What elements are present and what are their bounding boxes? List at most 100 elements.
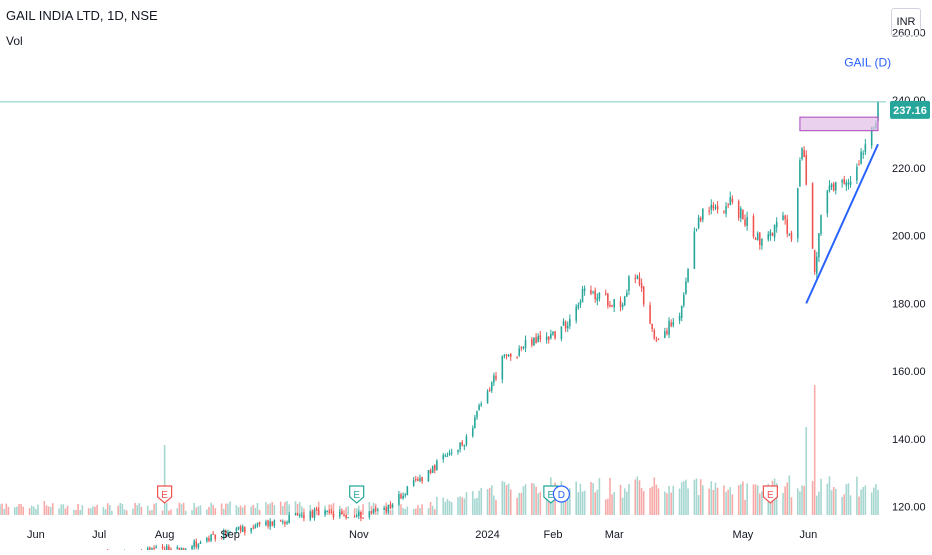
candle-body bbox=[377, 509, 379, 511]
currency-button[interactable]: INR bbox=[891, 8, 921, 36]
candle-body bbox=[501, 355, 504, 380]
candle-body bbox=[581, 289, 584, 303]
volume-bar bbox=[680, 482, 683, 515]
volume-bar bbox=[835, 488, 837, 515]
volume-bar bbox=[271, 502, 274, 515]
candle-body bbox=[598, 292, 601, 299]
candle-body bbox=[841, 180, 843, 183]
candle-body bbox=[725, 206, 727, 214]
candle-body bbox=[252, 527, 255, 529]
candle-body bbox=[712, 205, 715, 209]
volume-bar bbox=[32, 506, 35, 515]
volume-bar bbox=[284, 502, 286, 515]
volume-bar bbox=[3, 508, 6, 515]
volume-bar bbox=[501, 481, 504, 515]
volume-bar bbox=[786, 482, 789, 515]
earnings-marker[interactable]: E bbox=[157, 485, 173, 504]
volume-bar bbox=[146, 505, 149, 515]
volume-bar bbox=[695, 478, 698, 515]
volume-bar bbox=[37, 504, 39, 515]
dividend-marker[interactable]: D bbox=[552, 485, 571, 503]
candle-body bbox=[370, 511, 373, 513]
candle-body bbox=[235, 528, 238, 532]
candle-body bbox=[607, 293, 609, 306]
volume-bar bbox=[140, 506, 143, 515]
candle-body bbox=[564, 322, 567, 329]
volume-bar bbox=[685, 479, 687, 515]
candle-body bbox=[444, 455, 447, 457]
volume-bar bbox=[298, 502, 301, 515]
earnings-marker[interactable]: E bbox=[762, 485, 778, 504]
volume-bar bbox=[288, 504, 290, 515]
candle-body bbox=[670, 322, 672, 327]
volume-bar bbox=[389, 510, 392, 515]
volume-bar bbox=[488, 487, 491, 515]
volume-bar bbox=[199, 505, 202, 515]
volume-bar bbox=[155, 503, 157, 515]
volume-bar bbox=[383, 510, 385, 515]
volume-bar bbox=[372, 502, 375, 515]
volume-bar bbox=[51, 503, 54, 515]
volume-bar bbox=[457, 497, 459, 515]
candle-body bbox=[539, 335, 542, 340]
candle-body bbox=[609, 305, 611, 307]
volume-bar bbox=[345, 507, 347, 515]
candle-body bbox=[429, 469, 432, 474]
candle-body bbox=[702, 208, 704, 220]
volume-bar bbox=[723, 485, 725, 515]
volume-bar bbox=[775, 483, 778, 515]
volume-bar bbox=[811, 481, 814, 515]
candle-body bbox=[788, 234, 791, 236]
volume-bar bbox=[577, 492, 580, 515]
candle-body bbox=[771, 233, 774, 236]
event-marker-label: E bbox=[767, 490, 774, 501]
volume-bar bbox=[655, 484, 658, 515]
volume-bar bbox=[862, 487, 865, 515]
candle-body bbox=[731, 198, 734, 203]
volume-bar bbox=[210, 502, 212, 515]
candle-body bbox=[383, 508, 385, 511]
volume-bar bbox=[125, 510, 128, 515]
volume-bar bbox=[332, 503, 335, 515]
volume-bar bbox=[252, 504, 255, 515]
volume-bar bbox=[0, 504, 1, 515]
candle-body bbox=[799, 160, 801, 187]
candle-body bbox=[414, 478, 417, 480]
volume-bar bbox=[446, 498, 449, 515]
candle-body bbox=[860, 151, 862, 164]
volume-bar bbox=[562, 499, 565, 515]
volume-bar bbox=[197, 506, 200, 515]
candle-body bbox=[611, 305, 613, 307]
candle-body bbox=[782, 215, 784, 220]
earnings-marker[interactable]: E bbox=[349, 485, 365, 504]
volume-bar bbox=[406, 506, 409, 515]
volume-bar bbox=[653, 477, 656, 515]
candle-body bbox=[619, 300, 622, 308]
candle-body bbox=[727, 204, 729, 206]
volume-bar bbox=[708, 488, 710, 515]
volume-bar bbox=[92, 506, 94, 515]
volume-bar bbox=[165, 503, 168, 515]
candle-body bbox=[180, 547, 183, 551]
candle-body bbox=[655, 339, 658, 341]
candle-body bbox=[742, 210, 744, 220]
candle-body bbox=[153, 548, 155, 550]
candle-body bbox=[343, 515, 345, 517]
y-tick-label: 260.00 bbox=[892, 28, 926, 40]
candle-body bbox=[214, 534, 217, 540]
volume-bar bbox=[634, 479, 637, 515]
candle-body bbox=[225, 531, 227, 537]
volume-bar bbox=[178, 502, 181, 515]
volume-bar bbox=[117, 505, 119, 515]
candle-body bbox=[626, 292, 628, 297]
volume-bar bbox=[697, 495, 700, 515]
volume-bar bbox=[847, 483, 850, 515]
volume-bar bbox=[168, 510, 170, 515]
candle-body bbox=[155, 546, 157, 549]
volume-bar bbox=[214, 508, 217, 515]
volume-bar bbox=[613, 492, 615, 515]
volume-bar bbox=[414, 508, 417, 515]
volume-bar bbox=[180, 504, 183, 515]
